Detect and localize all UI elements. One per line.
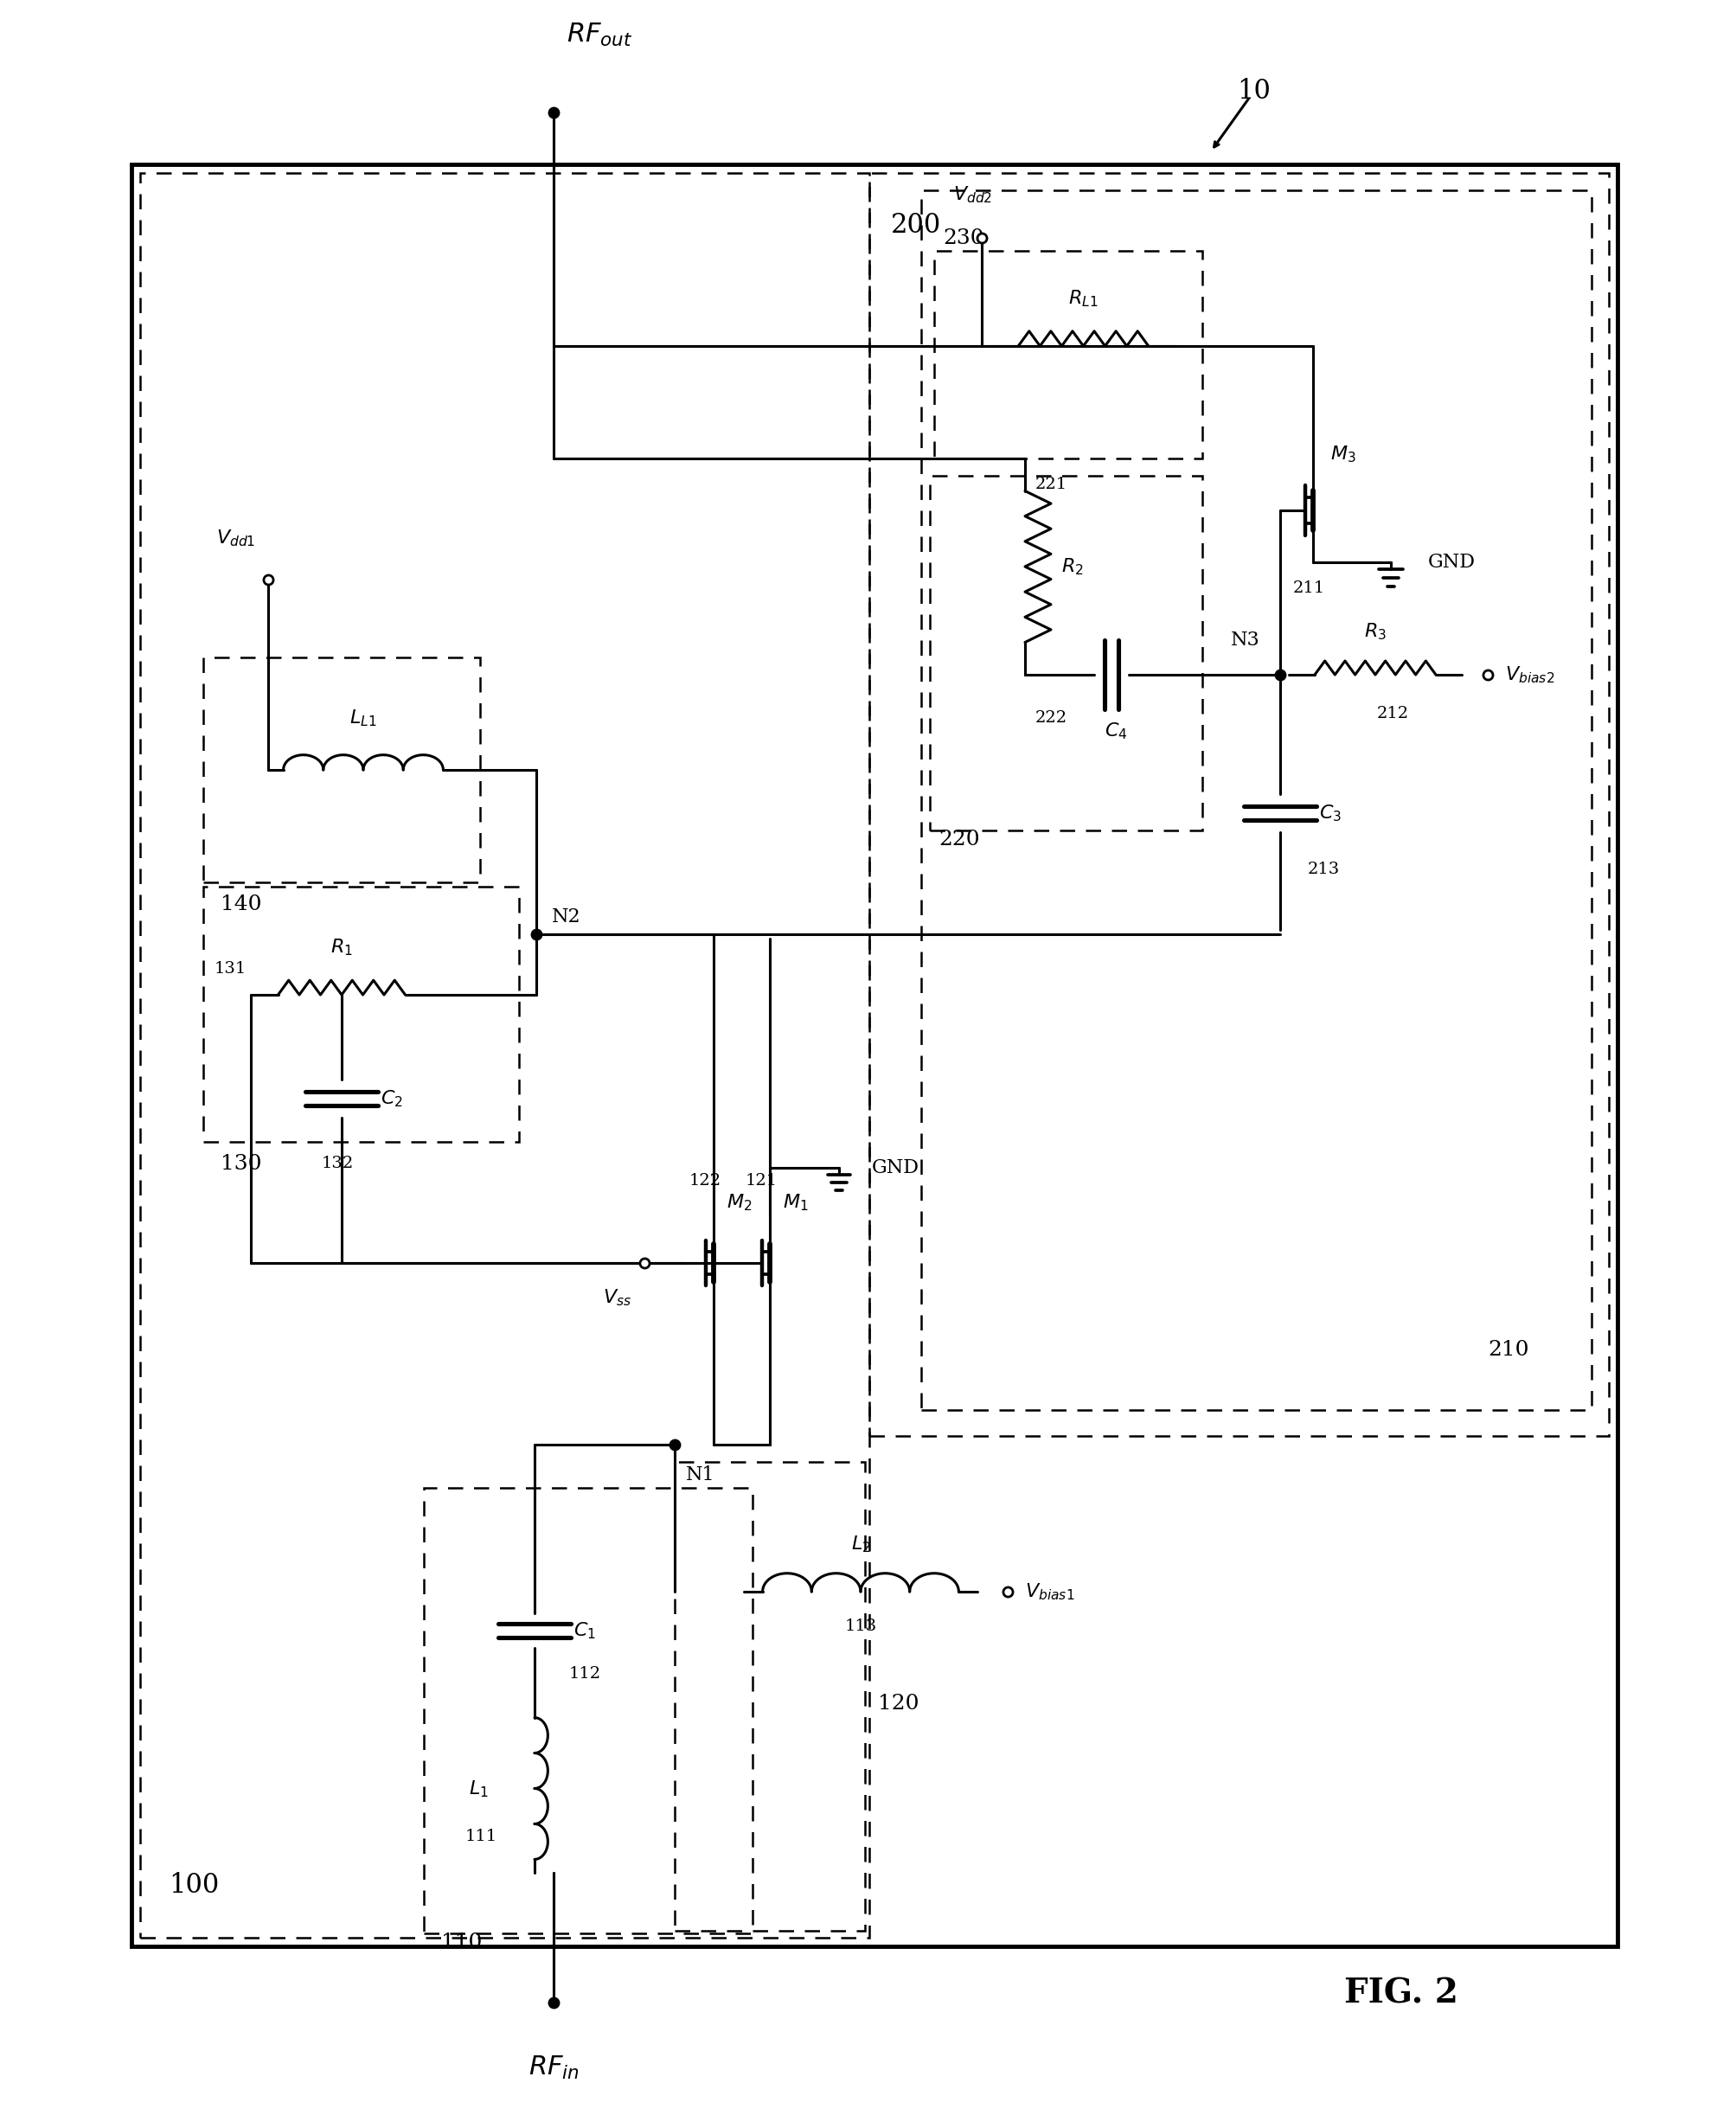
Text: 211: 211 [1293, 581, 1325, 596]
Text: 132: 132 [321, 1156, 354, 1170]
Text: 200: 200 [891, 211, 941, 238]
Text: 213: 213 [1307, 862, 1340, 877]
Text: 121: 121 [745, 1173, 778, 1190]
Text: $V_{dd2}$: $V_{dd2}$ [953, 185, 993, 204]
Text: 110: 110 [441, 1932, 483, 1951]
Text: GND: GND [871, 1158, 918, 1177]
Bar [870, 172, 1609, 1436]
Text: 230: 230 [943, 228, 984, 247]
Text: FIG. 2: FIG. 2 [1344, 1977, 1458, 2011]
Text: $R_{L1}$: $R_{L1}$ [1068, 287, 1097, 309]
Text: 120: 120 [878, 1694, 918, 1713]
Bar [934, 251, 1203, 458]
Text: 212: 212 [1377, 706, 1408, 721]
Text: $V_{ss}$: $V_{ss}$ [602, 1287, 632, 1309]
Text: $L_{L1}$: $L_{L1}$ [349, 709, 377, 728]
Text: N3: N3 [1231, 630, 1260, 649]
Text: $M_2$: $M_2$ [727, 1192, 752, 1213]
Text: $C_4$: $C_4$ [1104, 721, 1127, 741]
Text: $V_{dd1}$: $V_{dd1}$ [215, 528, 255, 549]
Text: 140: 140 [220, 894, 262, 913]
Bar [930, 477, 1203, 830]
Text: $V_{bias2}$: $V_{bias2}$ [1505, 664, 1555, 685]
Text: 112: 112 [569, 1666, 601, 1681]
Bar [203, 887, 519, 1143]
Bar [132, 164, 1618, 1947]
Text: 100: 100 [168, 1873, 219, 1898]
Text: 130: 130 [220, 1153, 262, 1173]
Bar [141, 172, 870, 1939]
Text: N2: N2 [552, 907, 582, 926]
Text: 210: 210 [1488, 1339, 1529, 1360]
Text: 221: 221 [1035, 477, 1068, 492]
Bar [675, 1462, 865, 1930]
Text: $C_3$: $C_3$ [1319, 802, 1342, 824]
Text: 113: 113 [844, 1619, 877, 1634]
Text: $R_2$: $R_2$ [1061, 555, 1083, 577]
Text: $L_1$: $L_1$ [469, 1779, 488, 1798]
Bar [203, 658, 481, 883]
Text: $V_{bias1}$: $V_{bias1}$ [1024, 1581, 1075, 1602]
Text: $R_3$: $R_3$ [1364, 621, 1387, 643]
Text: 131: 131 [214, 962, 247, 977]
Text: $M_3$: $M_3$ [1330, 445, 1356, 464]
Bar [922, 189, 1592, 1411]
Text: 220: 220 [939, 830, 979, 849]
Text: $C_2$: $C_2$ [380, 1087, 403, 1109]
Text: $RF_{in}$: $RF_{in}$ [528, 2054, 580, 2081]
Text: 122: 122 [689, 1173, 720, 1190]
Text: N1: N1 [686, 1466, 715, 1485]
Bar [424, 1487, 752, 1934]
Text: $C_1$: $C_1$ [573, 1619, 595, 1641]
Text: $R_1$: $R_1$ [330, 936, 352, 958]
Text: GND: GND [1427, 553, 1476, 572]
Text: 222: 222 [1035, 711, 1068, 726]
Text: $RF_{out}$: $RF_{out}$ [566, 21, 632, 49]
Text: 111: 111 [465, 1828, 496, 1845]
Text: $L_2$: $L_2$ [851, 1534, 870, 1553]
Text: 10: 10 [1238, 77, 1271, 104]
Text: $M_1$: $M_1$ [783, 1192, 809, 1213]
